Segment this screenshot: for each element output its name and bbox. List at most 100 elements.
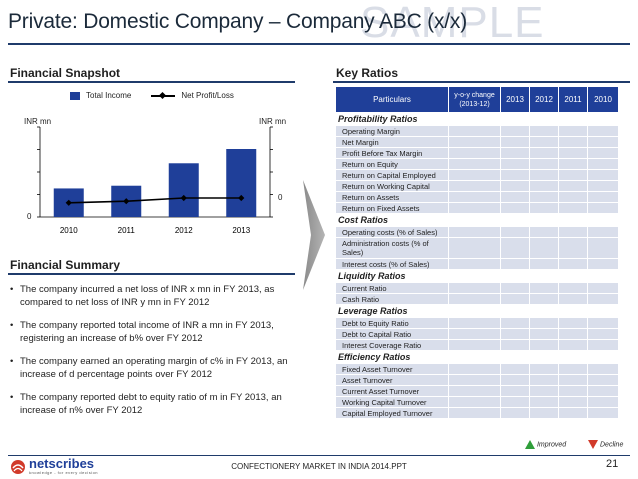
ratio-value-cell — [587, 363, 619, 375]
ratio-value-cell — [587, 191, 619, 203]
ratio-value-cell — [500, 339, 530, 351]
ratio-value-cell — [558, 385, 588, 397]
ratio-value-cell — [500, 180, 530, 192]
title-divider — [8, 43, 630, 45]
summary-item: • The company earned an operating margin … — [10, 356, 288, 380]
ratio-label: Fixed Asset Turnover — [335, 363, 449, 375]
ratio-value-cell — [529, 317, 559, 329]
net-profit-point-2013 — [238, 194, 245, 202]
ratio-value-cell — [448, 385, 501, 397]
ratio-value-cell — [558, 158, 588, 170]
table-row: Return on Assets — [335, 191, 619, 203]
bar-total-income-2012 — [168, 163, 199, 217]
left-axis-zero: 0 — [27, 212, 32, 221]
table-row: Return on Fixed Assets — [335, 202, 619, 214]
table-row: Current Asset Turnover — [335, 385, 619, 397]
col-header-2011: 2011 — [558, 86, 588, 113]
ratio-value-cell — [448, 407, 501, 419]
ratio-label: Operating costs (% of Sales) — [335, 226, 449, 238]
logo-tagline: knowledge - for every decision — [29, 470, 99, 475]
table-row: Profit Before Tax Margin — [335, 147, 619, 159]
ratio-value-cell — [587, 169, 619, 181]
left-axis-label: INR mn — [24, 117, 52, 126]
ratio-group-row: Cost Ratios — [335, 213, 619, 227]
ratio-value-cell — [529, 293, 559, 305]
ratio-label: Return on Assets — [335, 191, 449, 203]
ratio-value-cell — [448, 202, 501, 214]
ratio-group-row: Efficiency Ratios — [335, 350, 619, 364]
ratio-value-cell — [448, 237, 501, 259]
ratio-label: Asset Turnover — [335, 374, 449, 386]
col-header-2010: 2010 — [587, 86, 619, 113]
ratio-label: Capital Employed Turnover — [335, 407, 449, 419]
ratio-value-cell — [558, 226, 588, 238]
page-number: 21 — [606, 458, 619, 470]
ratio-label: Return on Working Capital — [335, 180, 449, 192]
ratio-value-cell — [500, 374, 530, 386]
footer-divider — [8, 455, 630, 456]
ratio-value-cell — [448, 158, 501, 170]
ratio-value-cell — [587, 317, 619, 329]
table-row: Return on Capital Employed — [335, 169, 619, 181]
ratio-value-cell — [558, 180, 588, 192]
net-profit-line — [68, 197, 242, 204]
ratio-label: Profit Before Tax Margin — [335, 147, 449, 159]
ratio-group-label: Cost Ratios — [335, 213, 449, 227]
ratio-value-cell — [587, 226, 619, 238]
table-row: Working Capital Turnover — [335, 396, 619, 408]
ratio-value-cell — [587, 147, 619, 159]
net-profit-point-2010 — [65, 199, 72, 206]
table-row: Net Margin — [335, 136, 619, 148]
legend-bar-label: Total Income — [86, 91, 132, 100]
table-row: Cash Ratio — [335, 293, 619, 305]
ratio-value-cell — [558, 396, 588, 408]
ratio-value-cell — [587, 407, 619, 419]
ratio-value-cell — [529, 258, 559, 270]
ratio-value-cell — [558, 282, 588, 294]
col-header-2012: 2012 — [529, 86, 559, 113]
col-header-2013: 2013 — [500, 86, 530, 113]
ratio-value-cell — [500, 147, 530, 159]
net-profit-point-2012 — [180, 194, 187, 202]
ratio-label: Net Margin — [335, 136, 449, 148]
ratio-value-cell — [448, 125, 501, 137]
ratio-value-cell — [558, 374, 588, 386]
ratio-value-cell — [500, 317, 530, 329]
legend-line-swatch — [151, 92, 176, 100]
improved-arrow-icon — [525, 440, 535, 449]
summary-item: • The company reported debt to equity rat… — [10, 392, 282, 416]
logo-wordmark: netscribes — [29, 456, 95, 471]
x-tick-label: 2012 — [175, 226, 193, 235]
ratio-label: Administration costs (% of Sales) — [335, 237, 449, 259]
col-header-particulars: Particulars — [335, 86, 449, 113]
ratio-value-cell — [448, 169, 501, 181]
summary-item: • The company incurred a net loss of INR … — [10, 284, 275, 308]
x-tick-label: 2010 — [60, 226, 78, 235]
ratio-value-cell — [587, 202, 619, 214]
ratio-value-cell — [558, 191, 588, 203]
ratio-label: Working Capital Turnover — [335, 396, 449, 408]
ratio-group-label: Efficiency Ratios — [335, 350, 449, 364]
ratio-value-cell — [500, 293, 530, 305]
ratio-value-cell — [448, 293, 501, 305]
ratio-value-cell — [558, 237, 588, 259]
ratio-value-cell — [587, 339, 619, 351]
financial-snapshot-chart: 2010 2011 2012 2013 — [37, 126, 273, 235]
chevron-arrow-icon — [303, 180, 325, 290]
table-header-row: Particulars y-o-y change (2013-12) 2013 … — [335, 86, 619, 113]
ratio-value-cell — [587, 374, 619, 386]
ratio-value-cell — [558, 293, 588, 305]
ratio-label: Operating Margin — [335, 125, 449, 137]
ratio-value-cell — [558, 407, 588, 419]
ratio-value-cell — [448, 258, 501, 270]
ratio-value-cell — [500, 363, 530, 375]
right-axis-zero: 0 — [278, 193, 283, 202]
ratio-value-cell — [529, 136, 559, 148]
ratio-value-cell — [558, 125, 588, 137]
ratio-value-cell — [529, 158, 559, 170]
ratio-value-cell — [500, 226, 530, 238]
ratio-value-cell — [500, 258, 530, 270]
ratio-value-cell — [529, 396, 559, 408]
ratio-value-cell — [587, 293, 619, 305]
table-row: Return on Working Capital — [335, 180, 619, 192]
